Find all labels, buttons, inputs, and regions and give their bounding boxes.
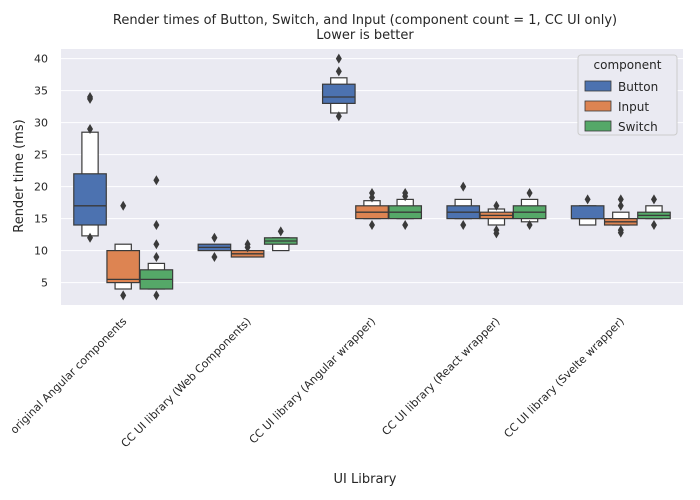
chart-title: Render times of Button, Switch, and Inpu… xyxy=(113,13,617,28)
outlier-point xyxy=(617,200,624,211)
outlier-point xyxy=(87,124,94,134)
boxen-switch-1 xyxy=(263,226,298,252)
y-tick-label: 20 xyxy=(34,181,48,194)
y-tick-label: 25 xyxy=(34,149,48,162)
boxen-switch-3 xyxy=(512,188,547,230)
y-tick-label: 15 xyxy=(34,213,48,226)
legend-swatch xyxy=(584,80,612,92)
outlier-point xyxy=(526,188,533,198)
y-tick-label: 35 xyxy=(34,85,48,98)
boxen-button-1 xyxy=(197,232,232,262)
outlier-point xyxy=(120,290,127,301)
legend-swatch xyxy=(584,120,612,132)
x-tick-label: CC UI library (Web Components) xyxy=(119,315,254,450)
outlier-point xyxy=(153,252,160,262)
outlier-point xyxy=(335,53,342,64)
outlier-point xyxy=(369,188,375,198)
outlier-point xyxy=(493,200,500,211)
outlier-point xyxy=(650,194,657,205)
legend-entry: Button xyxy=(618,80,658,94)
outlier-point xyxy=(153,239,160,250)
outlier-point xyxy=(584,194,591,205)
legend-entry: Switch xyxy=(618,120,658,134)
boxen-input-1 xyxy=(230,239,265,258)
outlier-point xyxy=(335,111,342,122)
x-axis-label: UI Library xyxy=(334,472,397,487)
x-tick-label: original Angular components xyxy=(8,315,130,437)
outlier-point xyxy=(402,220,409,230)
y-axis-ticks: 5 10 15 20 25 30 35 40 xyxy=(34,53,48,290)
boxen-button-2 xyxy=(321,53,356,122)
outlier-point xyxy=(211,252,218,262)
outlier-point xyxy=(87,92,94,102)
y-tick-label: 5 xyxy=(41,277,48,290)
boxen-box xyxy=(73,173,107,226)
outlier-point xyxy=(460,181,467,192)
boxen-input-0 xyxy=(106,200,141,301)
outlier-point xyxy=(526,220,533,230)
y-tick-label: 40 xyxy=(34,53,48,66)
x-tick-label: CC UI library (React wrapper) xyxy=(379,315,502,438)
x-tick-label: CC UI library (Angular wrapper) xyxy=(247,315,378,446)
outlier-point xyxy=(277,226,284,237)
y-tick-label: 30 xyxy=(34,117,48,130)
chart-marks xyxy=(73,53,671,301)
boxen-button-3 xyxy=(446,181,481,230)
legend-title: component xyxy=(594,58,662,72)
legend-swatch xyxy=(584,100,612,112)
boxen-box xyxy=(570,205,605,220)
outlier-point xyxy=(617,194,624,205)
outlier-point xyxy=(153,175,160,186)
legend-entry: Input xyxy=(618,100,649,114)
outlier-point xyxy=(153,290,160,301)
outlier-point xyxy=(211,232,218,243)
legend: component Button Input Switch xyxy=(577,54,678,136)
outlier-point xyxy=(402,188,409,198)
boxen-input-2 xyxy=(355,188,389,230)
outlier-point xyxy=(369,220,375,230)
boxen-switch-2 xyxy=(388,188,423,230)
boxen-box xyxy=(321,83,356,104)
outlier-point xyxy=(460,220,467,230)
boxen-switch-4 xyxy=(637,194,671,230)
boxen-box xyxy=(106,250,141,284)
outlier-point xyxy=(120,200,127,211)
boxen-input-3 xyxy=(479,200,514,239)
x-tick-label: CC UI library (Svelte wrapper) xyxy=(501,315,627,441)
legend-frame xyxy=(577,54,678,136)
chart-subtitle: Lower is better xyxy=(316,28,414,43)
y-axis-label: Render time (ms) xyxy=(12,119,27,233)
outlier-point xyxy=(244,239,251,250)
outlier-point xyxy=(335,66,342,77)
boxen-switch-0 xyxy=(139,175,174,301)
outlier-point xyxy=(493,225,500,236)
outlier-point xyxy=(153,220,160,230)
outlier-point xyxy=(617,225,624,236)
boxen-button-4 xyxy=(570,194,605,226)
y-tick-label: 10 xyxy=(34,245,48,258)
outlier-point xyxy=(650,220,657,230)
boxen-input-4 xyxy=(603,194,638,238)
outlier-point xyxy=(87,232,94,243)
boxen-button-0 xyxy=(73,92,107,243)
